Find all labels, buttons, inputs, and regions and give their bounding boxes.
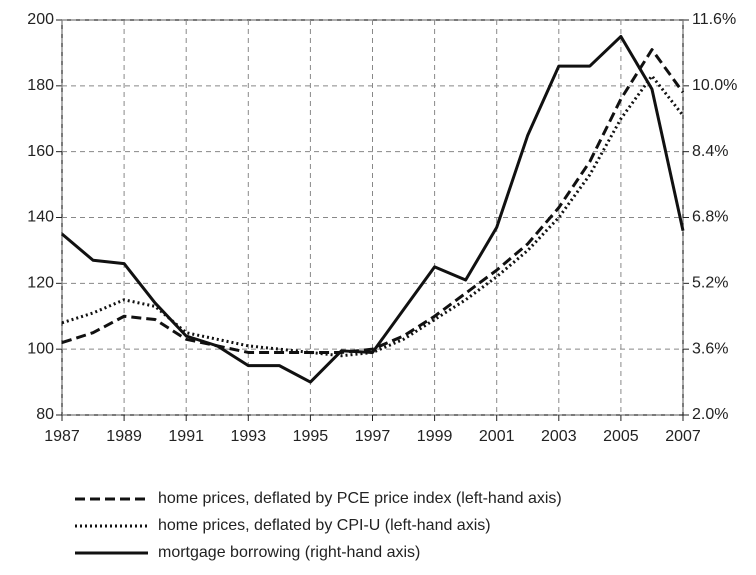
- y2-tick-label: 2.0%: [692, 406, 728, 423]
- y2-tick-label: 11.6%: [692, 11, 736, 28]
- x-tick-label: 1991: [168, 428, 204, 445]
- legend-label: home prices, deflated by PCE price index…: [158, 490, 562, 507]
- series-line: [61, 74, 685, 358]
- y-tick-label: 180: [27, 77, 54, 94]
- x-tick-label: 1999: [417, 428, 453, 445]
- y-tick-label: 140: [27, 209, 54, 226]
- x-tick-label: 2003: [541, 428, 577, 445]
- x-tick-label: 2001: [479, 428, 515, 445]
- legend-label: home prices, deflated by CPI-U (left-han…: [158, 517, 491, 534]
- y2-tick-label: 3.6%: [692, 340, 728, 357]
- y2-tick-label: 5.2%: [692, 275, 728, 292]
- y-tick-label: 100: [27, 340, 54, 357]
- legend-label: mortgage borrowing (right-hand axis): [158, 544, 420, 561]
- y-tick-label: 80: [36, 406, 54, 423]
- x-tick-label: 1995: [293, 428, 329, 445]
- y2-tick-label: 8.4%: [692, 143, 728, 160]
- x-tick-label: 1997: [355, 428, 391, 445]
- y2-tick-label: 10.0%: [692, 77, 737, 94]
- y-tick-label: 160: [27, 143, 54, 160]
- series-line: [61, 48, 685, 354]
- y2-tick-label: 6.8%: [692, 209, 728, 226]
- series-line: [61, 34, 685, 384]
- x-tick-label: 1987: [44, 428, 80, 445]
- y-tick-label: 200: [27, 11, 54, 28]
- x-tick-label: 1989: [106, 428, 142, 445]
- y-tick-label: 120: [27, 275, 54, 292]
- x-tick-label: 2005: [603, 428, 639, 445]
- x-tick-label: 1993: [231, 428, 267, 445]
- x-tick-label: 2007: [665, 428, 701, 445]
